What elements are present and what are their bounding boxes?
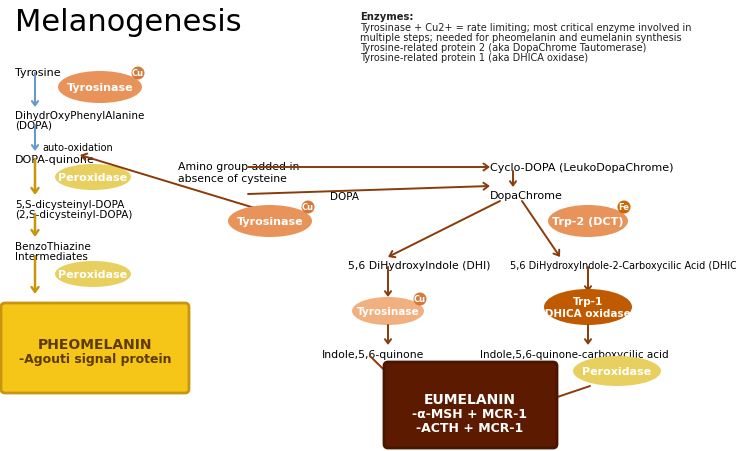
Text: Indole,5,6-quinone-carboxycilic acid: Indole,5,6-quinone-carboxycilic acid bbox=[480, 349, 668, 359]
Text: Cyclo-DOPA (LeukoDopaChrome): Cyclo-DOPA (LeukoDopaChrome) bbox=[490, 163, 673, 173]
Ellipse shape bbox=[132, 67, 144, 80]
Text: DihydrOxyPhenylAlanine: DihydrOxyPhenylAlanine bbox=[15, 111, 144, 121]
Text: Tyrosine-related protein 2 (aka DopaChrome Tautomerase): Tyrosine-related protein 2 (aka DopaChro… bbox=[360, 43, 646, 53]
Text: -ACTH + MCR-1: -ACTH + MCR-1 bbox=[417, 422, 523, 434]
Text: Tyrosine-related protein 1 (aka DHICA oxidase): Tyrosine-related protein 1 (aka DHICA ox… bbox=[360, 53, 588, 63]
Text: Peroxidase: Peroxidase bbox=[582, 366, 651, 376]
Ellipse shape bbox=[618, 201, 631, 214]
Text: Tyrosinase: Tyrosinase bbox=[67, 83, 133, 93]
Text: BenzoThiazine: BenzoThiazine bbox=[15, 241, 91, 252]
Text: 5,S-dicysteinyl-DOPA: 5,S-dicysteinyl-DOPA bbox=[15, 199, 124, 210]
Text: 5,6 DiHydroxyIndole-2-Carboxycilic Acid (DHICA): 5,6 DiHydroxyIndole-2-Carboxycilic Acid … bbox=[510, 260, 736, 271]
Text: 5,6 DiHydroxyIndole (DHI): 5,6 DiHydroxyIndole (DHI) bbox=[348, 260, 490, 271]
Text: DopaChrome: DopaChrome bbox=[490, 191, 563, 201]
Text: multiple steps; needed for pheomelanin and eumelanin synthesis: multiple steps; needed for pheomelanin a… bbox=[360, 33, 682, 43]
Text: Tyrosinase: Tyrosinase bbox=[357, 306, 420, 316]
Text: auto-oxidation: auto-oxidation bbox=[42, 143, 113, 152]
Ellipse shape bbox=[414, 293, 426, 306]
Text: PHEOMELANIN: PHEOMELANIN bbox=[38, 337, 152, 351]
Text: DOPA-quinone: DOPA-quinone bbox=[15, 155, 95, 165]
Text: Peroxidase: Peroxidase bbox=[58, 269, 127, 279]
Text: Trp-1
(DHICA oxidase): Trp-1 (DHICA oxidase) bbox=[540, 297, 636, 318]
Ellipse shape bbox=[544, 290, 632, 325]
Text: Tyrosine: Tyrosine bbox=[15, 68, 60, 78]
Text: (DOPA): (DOPA) bbox=[15, 121, 52, 131]
Text: -α-MSH + MCR-1: -α-MSH + MCR-1 bbox=[412, 408, 528, 421]
Text: Cu: Cu bbox=[302, 203, 314, 212]
Text: Amino group added in
absence of cysteine: Amino group added in absence of cysteine bbox=[178, 161, 300, 183]
FancyBboxPatch shape bbox=[1, 304, 189, 393]
Text: Trp-2 (DCT): Trp-2 (DCT) bbox=[552, 216, 623, 226]
Ellipse shape bbox=[573, 356, 661, 386]
Text: Fe: Fe bbox=[618, 203, 629, 212]
Ellipse shape bbox=[55, 262, 131, 287]
Text: Peroxidase: Peroxidase bbox=[58, 173, 127, 183]
Ellipse shape bbox=[55, 165, 131, 191]
Text: EUMELANIN: EUMELANIN bbox=[424, 392, 516, 406]
Text: -Agouti signal protein: -Agouti signal protein bbox=[18, 353, 171, 366]
FancyBboxPatch shape bbox=[384, 362, 557, 448]
Text: Intermediates: Intermediates bbox=[15, 252, 88, 262]
Text: DOPA: DOPA bbox=[330, 192, 359, 202]
Text: Cu: Cu bbox=[132, 69, 144, 78]
Text: Indole,5,6-quinone: Indole,5,6-quinone bbox=[322, 349, 425, 359]
Text: Tyrosinase + Cu2+ = rate limiting; most critical enzyme involved in: Tyrosinase + Cu2+ = rate limiting; most … bbox=[360, 23, 692, 33]
Text: (2,S-dicysteinyl-DOPA): (2,S-dicysteinyl-DOPA) bbox=[15, 210, 132, 220]
Ellipse shape bbox=[548, 206, 628, 238]
Ellipse shape bbox=[352, 297, 424, 325]
Text: Cu: Cu bbox=[414, 295, 426, 304]
Ellipse shape bbox=[302, 201, 314, 214]
Ellipse shape bbox=[228, 206, 312, 238]
Text: Melanogenesis: Melanogenesis bbox=[15, 8, 241, 37]
Text: Tyrosinase: Tyrosinase bbox=[237, 216, 303, 226]
Ellipse shape bbox=[58, 72, 142, 104]
Text: Enzymes:: Enzymes: bbox=[360, 12, 414, 22]
